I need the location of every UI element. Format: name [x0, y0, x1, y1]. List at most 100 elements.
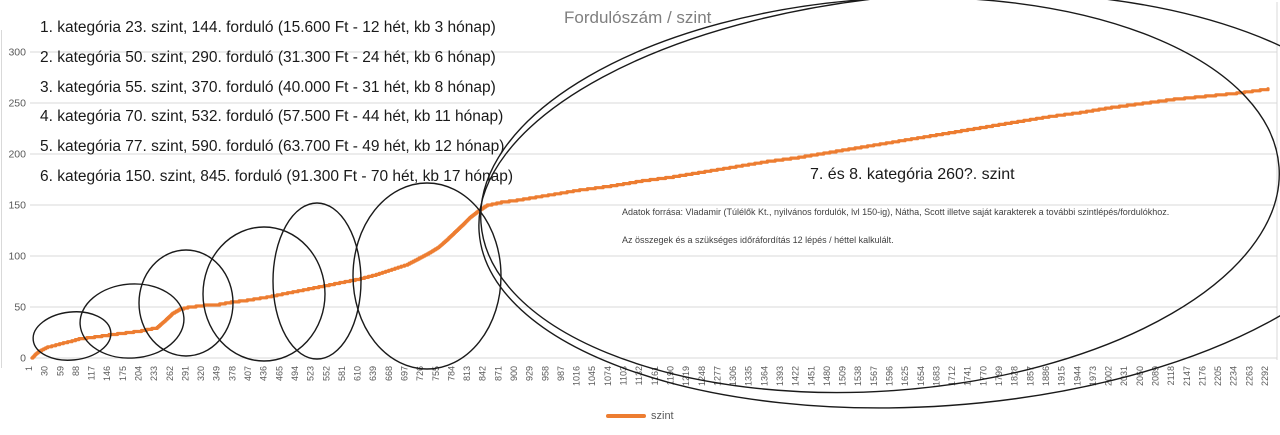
x-axis-tick-label: 1393	[775, 366, 785, 386]
x-axis-tick-label: 1451	[806, 366, 816, 386]
x-axis-tick-label: 320	[196, 366, 206, 381]
x-axis-tick-label: 1422	[791, 366, 801, 386]
x-axis-tick-label: 813	[462, 366, 472, 381]
x-axis-tick-label: 1828	[1010, 366, 1020, 386]
x-axis-tick-label: 610	[353, 366, 363, 381]
x-axis-tick-label: 523	[306, 366, 316, 381]
x-axis-tick-label: 639	[368, 366, 378, 381]
x-axis-tick-label: 1625	[900, 366, 910, 386]
x-axis-tick-label: 1741	[963, 366, 973, 386]
x-axis-tick-label: 175	[118, 366, 128, 381]
x-axis-tick-label: 668	[384, 366, 394, 381]
calculation-note: Az összegek és a szükséges időráfordítás…	[622, 235, 894, 245]
x-axis-tick-label: 1712	[947, 366, 957, 386]
x-axis-tick-label: 2176	[1197, 366, 1207, 386]
x-axis-tick-label: 146	[102, 366, 112, 381]
x-axis-tick-label: 1364	[759, 366, 769, 386]
x-axis-tick-label: 30	[40, 366, 50, 376]
x-axis-tick-label: 1944	[1072, 366, 1082, 386]
y-axis-tick-label: 100	[8, 251, 26, 263]
x-axis-tick-label: 291	[180, 366, 190, 381]
chart-legend: szint	[606, 410, 674, 422]
category-annotation-line-4: 4. kategória 70. szint, 532. forduló (57…	[40, 108, 504, 126]
x-axis-tick-label: 900	[509, 366, 519, 381]
annotation-ellipse-4	[202, 226, 326, 362]
x-axis-tick-label: 1915	[1057, 366, 1067, 386]
x-axis-tick-label: 1074	[603, 366, 613, 386]
x-axis-tick-label: 987	[556, 366, 566, 381]
x-axis-tick-label: 1248	[697, 366, 707, 386]
x-axis-tick-label: 1538	[853, 366, 863, 386]
x-axis-tick-label: 1103	[619, 366, 629, 385]
x-axis-tick-label: 2292	[1260, 366, 1270, 386]
series-line-szint	[30, 87, 1270, 360]
y-axis-tick-label: 250	[8, 98, 26, 110]
x-axis-tick-label: 1219	[681, 366, 691, 386]
x-axis-tick-label: 378	[227, 366, 237, 381]
x-axis-tick-label: 784	[446, 366, 456, 381]
annotation-ellipse-1	[32, 311, 112, 361]
x-axis-tick-label: 929	[525, 366, 535, 381]
x-axis-tick-label: 88	[71, 366, 81, 376]
legend-label: szint	[651, 410, 674, 422]
x-axis-tick-label: 349	[212, 366, 222, 381]
x-axis-tick-label: 262	[165, 366, 175, 381]
annotation-ellipse-7	[480, 0, 1280, 394]
x-axis-tick-label: 59	[55, 366, 65, 376]
y-axis-tick-label: 0	[20, 353, 26, 365]
x-axis-tick-label: 1770	[978, 366, 988, 386]
y-axis-tick-label: 50	[14, 302, 26, 314]
x-axis-tick-label: 2205	[1213, 366, 1223, 386]
chart-title: Fordulószám / szint	[564, 8, 712, 27]
x-axis-tick-label: 2060	[1135, 366, 1145, 386]
category-annotation-line-3: 3. kategória 55. szint, 370. forduló (40…	[40, 78, 496, 96]
category-annotation-list: 1. kategória 23. szint, 144. forduló (15…	[40, 13, 513, 192]
x-axis-tick-label: 1132	[634, 366, 644, 385]
x-axis-tick-label: 1973	[1088, 366, 1098, 386]
category-annotation-line-2: 2. kategória 50. szint, 290. forduló (31…	[40, 48, 496, 66]
y-axis-tick-label: 300	[8, 47, 26, 59]
x-axis-tick-label: 871	[493, 366, 503, 381]
x-axis-tick-label: 1683	[931, 366, 941, 386]
category-annotation-line-1: 1. kategória 23. szint, 144. forduló (15…	[40, 19, 496, 36]
x-axis-tick-label: 1277	[712, 366, 722, 386]
x-axis-tick-label: 1335	[744, 366, 754, 386]
data-source-note: Adatok forrása: Vladamir (Túlélők Kt., n…	[622, 207, 1170, 217]
x-axis-tick-label: 2118	[1166, 366, 1176, 385]
x-axis-tick-label: 842	[478, 366, 488, 381]
x-axis-tick-label: 233	[149, 366, 159, 381]
annotation-ellipse-3	[138, 249, 234, 357]
x-axis-tick-label: 1480	[822, 366, 832, 386]
category-annotation-line-5: 5. kategória 77. szint, 590. forduló (63…	[40, 138, 505, 156]
x-axis-tick-label: 407	[243, 366, 253, 381]
legend-line-swatch	[606, 414, 646, 418]
x-axis-tick-label: 697	[399, 366, 409, 381]
x-axis-tick-label: 1	[24, 366, 34, 371]
x-axis-tick-label: 2031	[1119, 366, 1129, 386]
x-axis-tick-label: 1567	[869, 366, 879, 386]
category-annotation-line-6: 6. kategória 150. szint, 845. forduló (9…	[40, 167, 514, 185]
category-7-8-annotation: 7. és 8. kategória 260?. szint	[810, 166, 1015, 183]
x-axis-tick-label: 581	[337, 366, 347, 381]
x-axis-tick-label: 1016	[572, 366, 582, 386]
x-axis-tick-label: 755	[431, 366, 441, 381]
x-axis-tick-label: 1886	[1041, 366, 1051, 386]
annotation-ellipse-8	[478, 0, 1280, 409]
x-axis-tick-label: 494	[290, 366, 300, 381]
x-axis-tick-label: 958	[540, 366, 550, 381]
x-axis-tick-label: 465	[274, 366, 284, 381]
y-axis-tick-label: 200	[8, 149, 26, 161]
x-axis-tick-label: 1190	[665, 366, 675, 385]
annotation-ellipse-5	[272, 202, 362, 360]
annotation-ellipse-2	[79, 283, 185, 359]
x-axis-tick-label: 1045	[587, 366, 597, 386]
x-axis-tick-label: 1161	[650, 366, 660, 385]
x-axis-tick-label: 117	[87, 366, 97, 380]
x-axis-tick-label: 2234	[1229, 366, 1239, 386]
y-axis-tick-label: 150	[8, 200, 26, 212]
x-axis-tick-label: 1596	[885, 366, 895, 386]
x-axis-tick-label: 1509	[838, 366, 848, 386]
x-axis-tick-label: 2263	[1244, 366, 1254, 386]
